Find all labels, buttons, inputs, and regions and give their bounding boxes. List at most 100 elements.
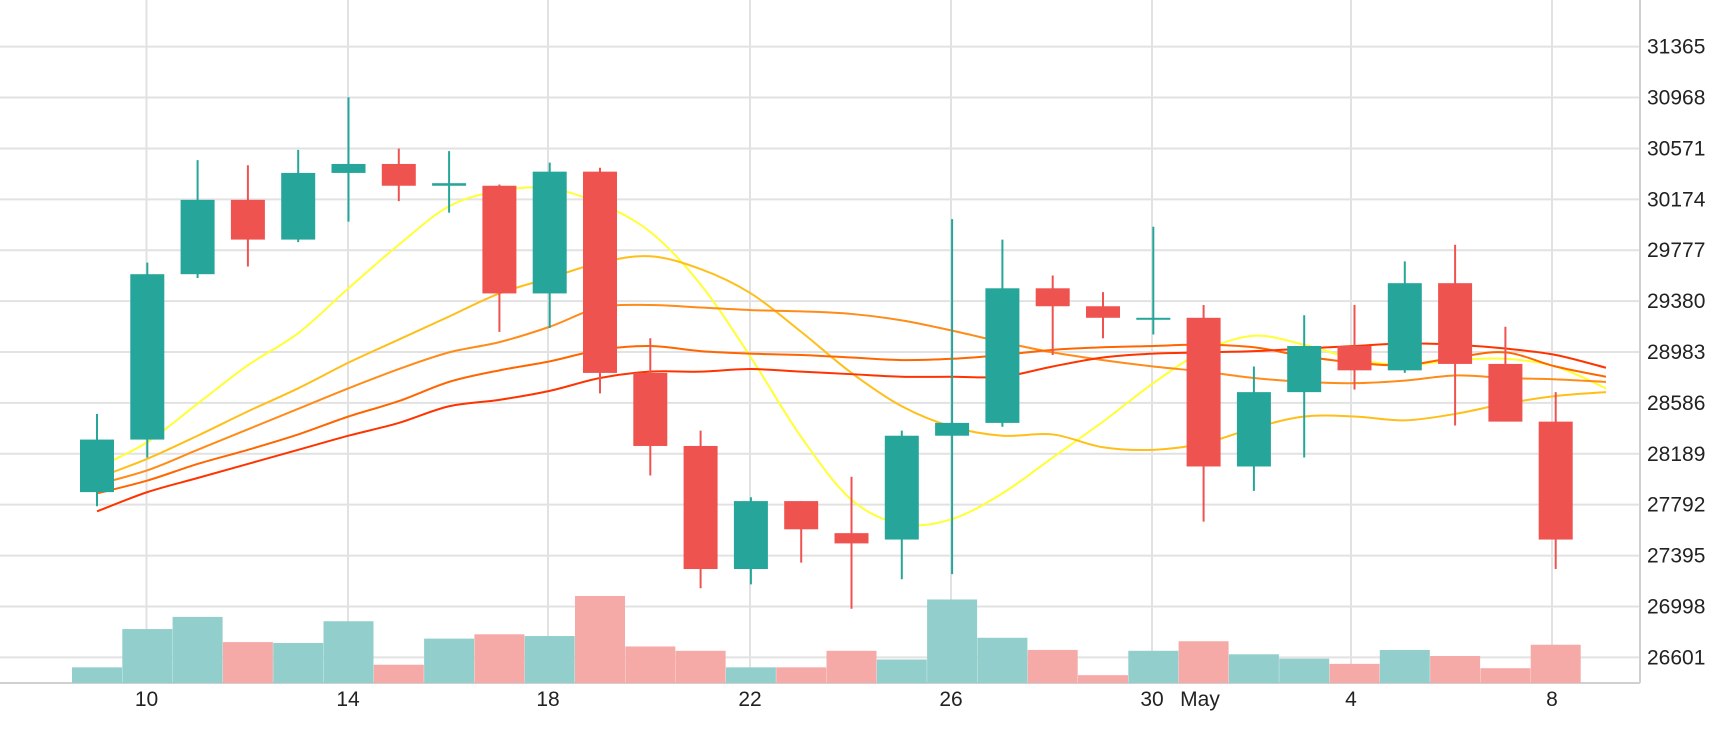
candle [683, 430, 718, 589]
candle [1438, 244, 1473, 426]
candle-body [180, 199, 215, 275]
candle-body [80, 439, 114, 493]
candle-body [784, 501, 819, 530]
candle [884, 430, 919, 580]
candle [1236, 366, 1271, 491]
candle-body [985, 288, 1020, 423]
x-tick-label: May [1180, 688, 1220, 711]
candle [1337, 304, 1372, 390]
y-tick-label: 29777 [1647, 239, 1705, 262]
x-tick-label: 26 [939, 688, 962, 711]
volume-bar [776, 667, 827, 683]
candle [80, 413, 114, 507]
candle [1287, 315, 1322, 458]
volume-bar [222, 642, 273, 683]
candle [583, 167, 617, 394]
candle [784, 501, 819, 563]
candle-layer [80, 97, 1573, 609]
candle [834, 476, 869, 609]
candle [1488, 326, 1523, 422]
candle [1136, 226, 1171, 335]
candle-body [381, 163, 416, 186]
volume-bar [977, 637, 1028, 683]
candle-body [331, 163, 366, 173]
volume-bar [424, 638, 475, 683]
moving-average-line [96, 303, 1607, 486]
volume-bar [927, 599, 978, 683]
candle-body [1136, 317, 1171, 320]
y-tick-label: 31365 [1647, 36, 1705, 59]
volume-bar [474, 634, 525, 683]
volume-bar [1128, 650, 1179, 683]
y-tick-label: 30174 [1647, 188, 1706, 211]
y-tick-label: 26601 [1647, 646, 1705, 669]
candle-body [281, 172, 316, 240]
candle [230, 165, 265, 267]
volume-bar [273, 642, 324, 683]
moving-average-line [96, 186, 1607, 527]
candle [733, 497, 768, 585]
x-tick-label: 10 [135, 688, 158, 711]
candle-body [130, 274, 165, 440]
candle-body [1236, 392, 1271, 467]
candle-body [482, 185, 517, 294]
volume-bar [1329, 663, 1380, 683]
x-tick-label: 30 [1140, 688, 1163, 711]
y-tick-label: 30571 [1647, 137, 1705, 160]
volume-bar [1430, 656, 1481, 683]
candle-body [1287, 345, 1322, 393]
candle-body [1438, 283, 1473, 364]
volume-bar [323, 621, 374, 683]
x-tick-label: 18 [536, 688, 559, 711]
x-tick-label: 8 [1546, 688, 1558, 711]
volume-bar [1279, 658, 1330, 683]
volume-bar [1480, 668, 1531, 683]
volume-bar [1379, 649, 1430, 683]
candle [985, 239, 1020, 427]
candle-body [432, 183, 467, 186]
candle [633, 338, 668, 476]
volume-bar [1530, 644, 1581, 683]
candle [180, 160, 215, 279]
volume-bar [876, 659, 927, 683]
candle-body [1538, 421, 1573, 540]
y-tick-label: 28983 [1647, 341, 1705, 364]
axis-label-layer: 31365 30968 30571 30174 29777 29380 28983 28586… [135, 36, 1706, 711]
candle [1538, 392, 1573, 570]
volume-bar [625, 646, 676, 683]
y-tick-label: 27792 [1647, 494, 1705, 517]
candle-body [230, 199, 265, 240]
volume-bar [1027, 649, 1078, 683]
volume-layer [72, 596, 1581, 683]
x-tick-label: 22 [738, 688, 761, 711]
candle-body [1035, 288, 1070, 307]
volume-bar [826, 650, 877, 683]
volume-bar [725, 667, 776, 683]
x-tick-label: 14 [336, 688, 360, 711]
candle [331, 97, 366, 222]
candle-body [532, 171, 567, 294]
volume-bar [524, 636, 575, 683]
volume-bar [1178, 641, 1229, 683]
candle [130, 262, 165, 458]
candle-body [633, 372, 668, 446]
x-tick-label: 4 [1345, 688, 1357, 711]
y-tick-label: 27395 [1647, 545, 1705, 568]
candle [1186, 304, 1221, 522]
candle [1035, 275, 1070, 355]
candle-body [683, 445, 718, 570]
moving-average-line [96, 255, 1607, 479]
volume-bar [675, 650, 726, 683]
y-tick-label: 28586 [1647, 392, 1705, 415]
candle [381, 148, 416, 202]
candle-body [1387, 283, 1422, 371]
candle-body [1086, 306, 1120, 318]
candle-body [834, 533, 869, 544]
volume-bar [575, 596, 625, 683]
candle [532, 162, 567, 329]
volume-bar [1228, 654, 1279, 683]
volume-bar [122, 629, 173, 683]
candle-body [583, 171, 617, 373]
